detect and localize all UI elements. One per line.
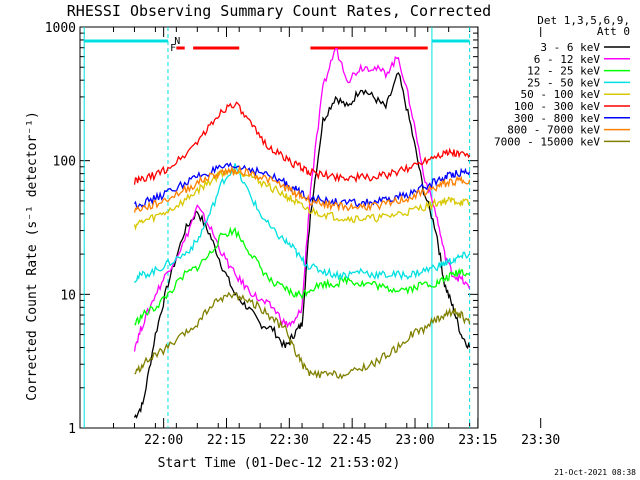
plot-axes: 22:00 22:15 22:30 22:45 23:00 23:15 23:30 1 10 10… [45, 21, 561, 448]
series-line-8 [134, 291, 471, 380]
x-tick-label: 22:45 [333, 433, 372, 448]
flag-annotation-f: F [170, 43, 176, 54]
legend-label: 7000 - 15000 keV [494, 135, 600, 148]
y-tick-label: 100 [53, 155, 76, 170]
legend-label: 100 - 300 keV [514, 100, 600, 113]
legend-label: 25 - 50 keV [527, 76, 600, 89]
legend-label: 3 - 6 keV [540, 41, 600, 54]
y-tick-label: 1000 [45, 21, 76, 36]
legend-label: 800 - 7000 keV [507, 124, 600, 137]
series-line-2 [134, 226, 471, 326]
x-tick-label: 23:00 [395, 433, 434, 448]
x-tick-label: 22:00 [144, 433, 183, 448]
x-tick-label: 22:30 [270, 433, 309, 448]
x-tick-label: 23:15 [458, 433, 497, 448]
y-axis-label: Corrected Count Rate (s⁻¹ detector⁻¹) [25, 111, 40, 401]
series-line-5 [133, 101, 471, 185]
x-tick-label: 23:30 [521, 433, 560, 448]
y-tick-label: 1 [68, 422, 76, 437]
legend-label: 12 - 25 keV [527, 65, 600, 78]
series-line-3 [133, 163, 471, 284]
legend-label: 300 - 800 keV [514, 112, 600, 125]
legend-header: Att 0 [597, 25, 630, 38]
legend-label: 50 - 100 keV [521, 88, 601, 101]
legend-header: Det 1,3,5,6,9, [537, 14, 630, 27]
flag-annotation-n: N [174, 36, 180, 47]
series-line-7 [133, 164, 471, 213]
plot-frame [79, 26, 479, 429]
legend-label: 6 - 12 keV [534, 53, 601, 66]
x-axis-label: Start Time (01-Dec-12 21:53:02) [158, 456, 401, 471]
flag-bars: NF [83, 27, 471, 428]
x-tick-label: 22:15 [207, 433, 246, 448]
y-tick-label: 10 [60, 288, 76, 303]
series-line-1 [133, 47, 471, 352]
series-line-4 [133, 166, 471, 231]
footer-timestamp: 21-Oct-2021 08:38 [554, 468, 636, 477]
series-group [133, 47, 471, 419]
chart-title: RHESSI Observing Summary Count Rates, Co… [67, 2, 491, 20]
